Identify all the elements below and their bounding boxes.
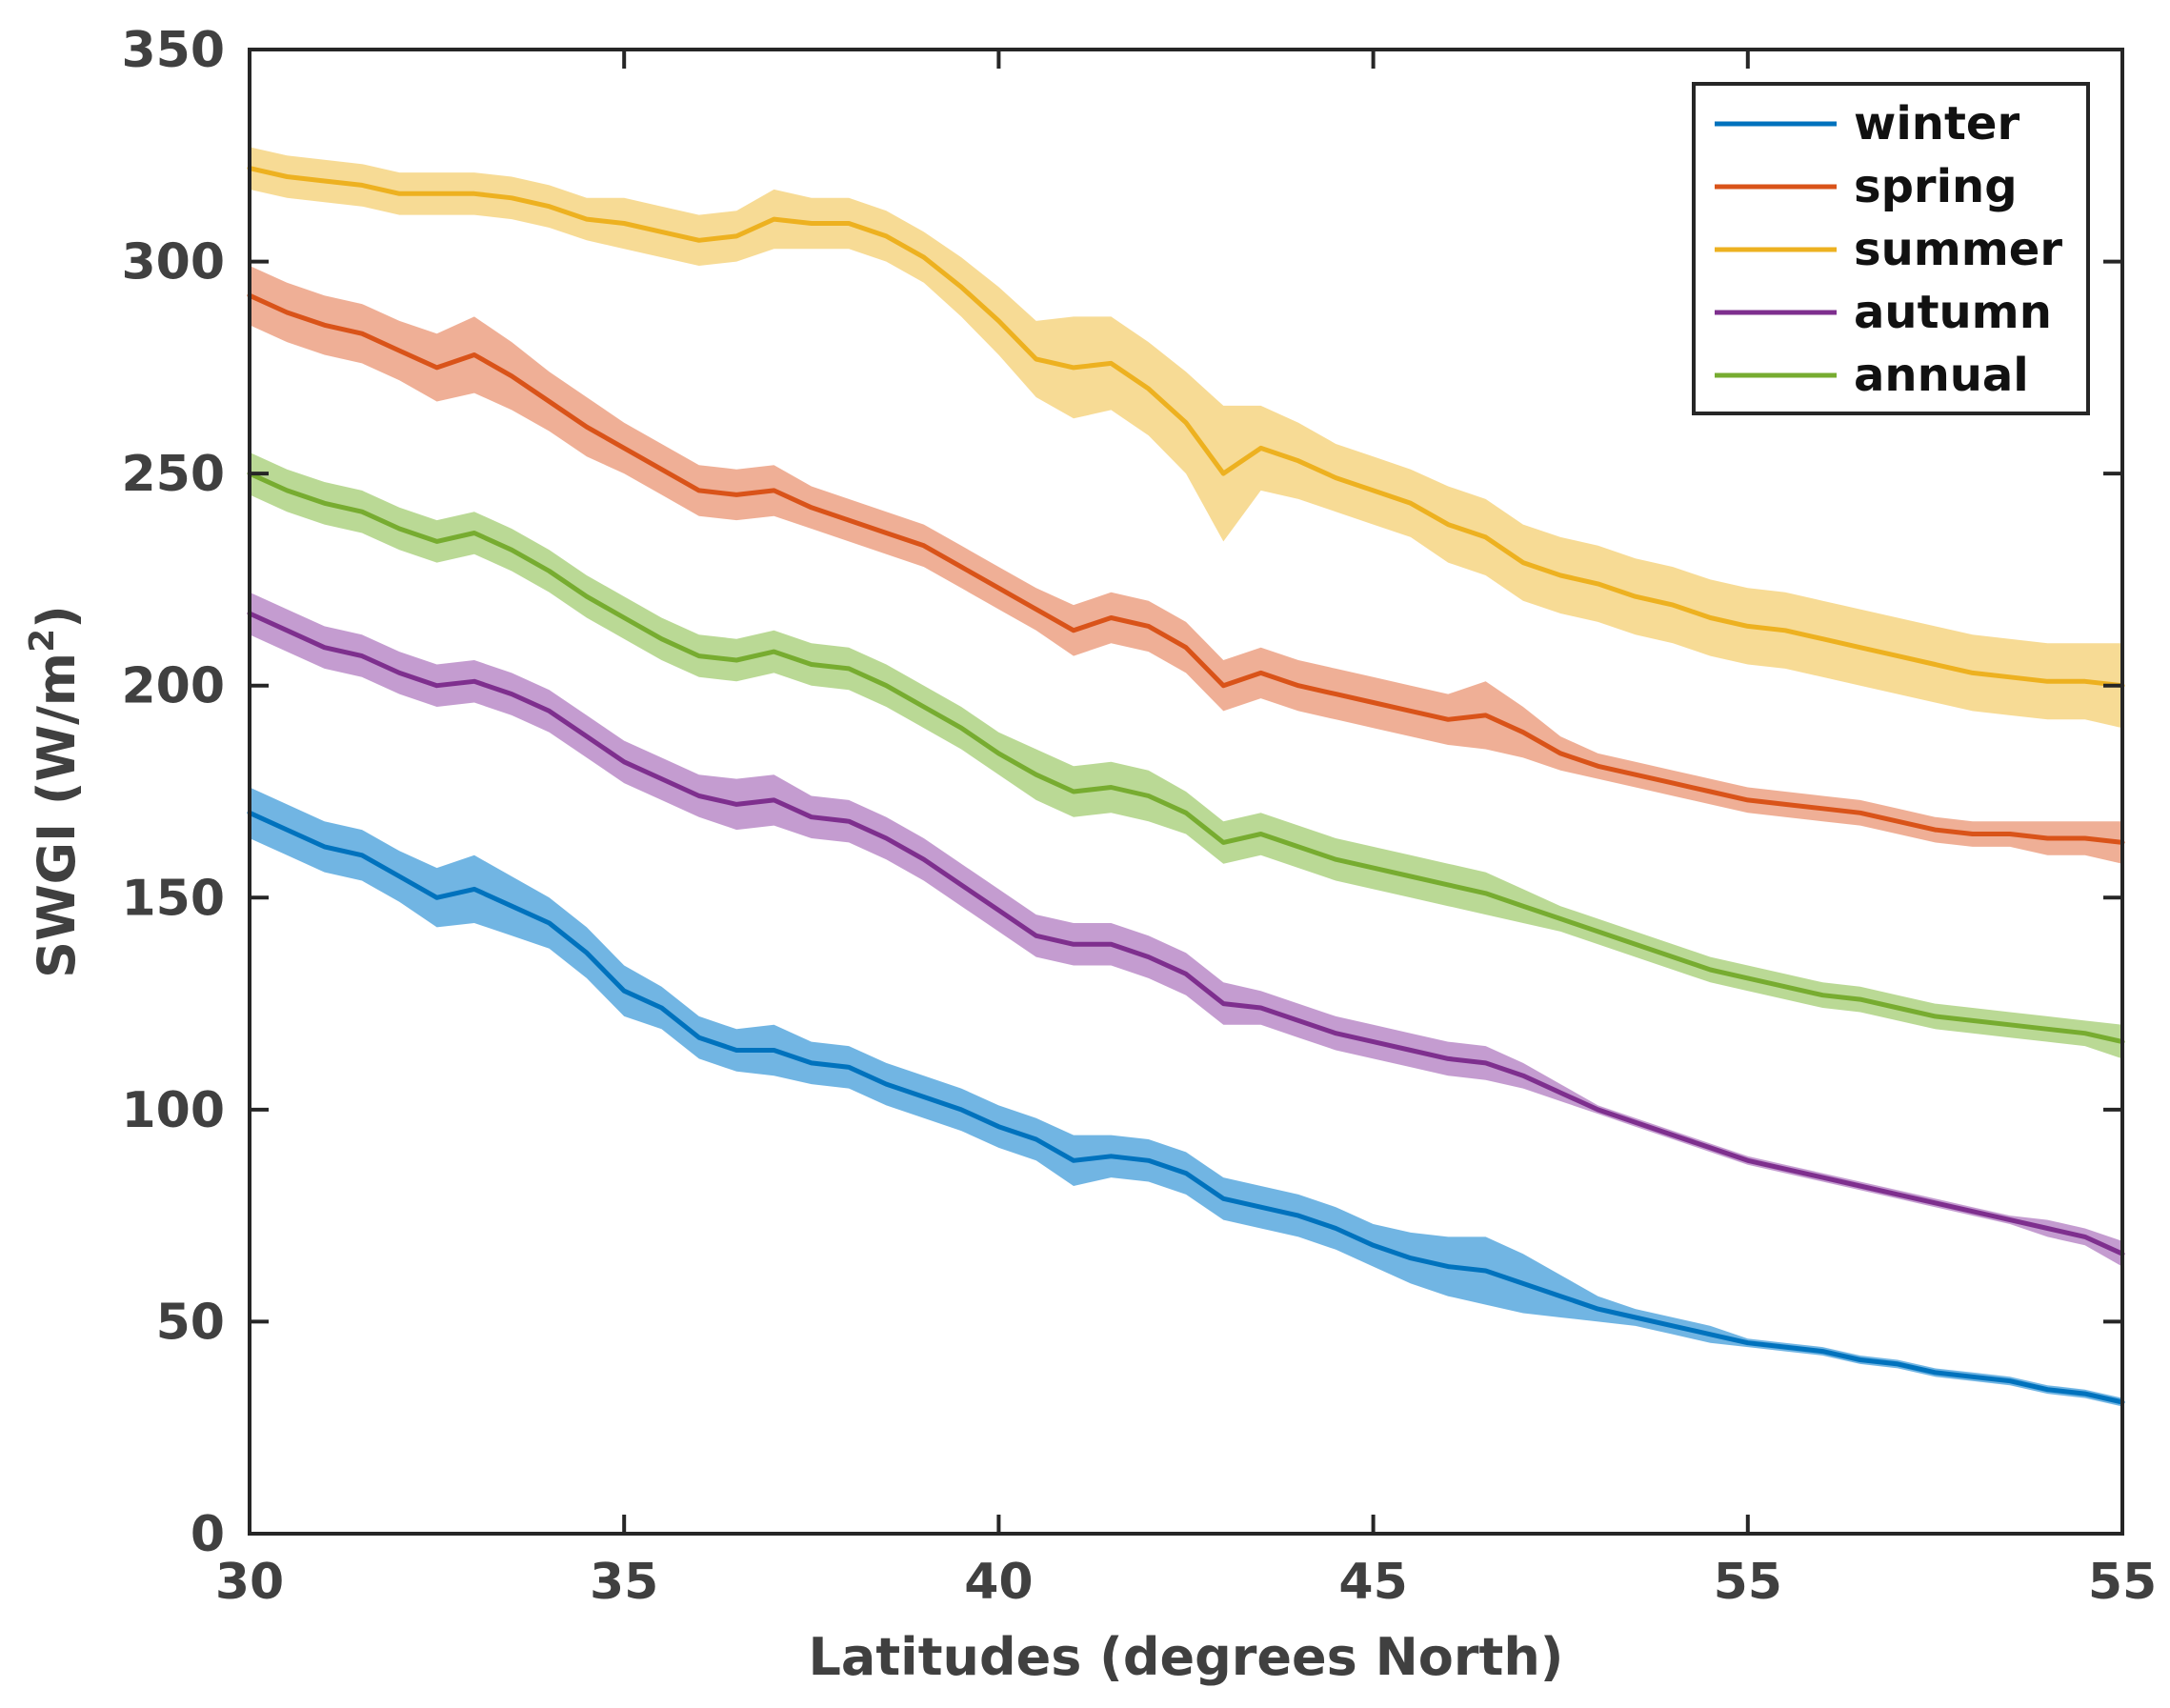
tick-labels: 30 35 40 45 55 55 0 50 100 150 200 250 300 350	[121, 22, 2157, 1611]
series-line-summer	[247, 166, 2125, 689]
y-tick-label: 250	[121, 446, 225, 503]
x-tick-label: 30	[215, 1554, 284, 1611]
y-axis-title-main: SWGI (W/m	[27, 653, 87, 978]
series-line-spring	[247, 292, 2125, 845]
y-tick-label: 200	[121, 658, 225, 715]
y-tick-label: 150	[121, 870, 225, 927]
x-tick-label: 35	[590, 1554, 658, 1611]
y-axis-title: SWGI (W/m2)	[23, 605, 87, 978]
legend-items: winter spring summer autumn annual	[1715, 97, 2062, 402]
legend-item-summer: summer	[1715, 223, 2062, 276]
legend-label: spring	[1854, 160, 2018, 213]
legend-label: annual	[1854, 349, 2029, 402]
series-lines	[247, 166, 2125, 1405]
legend-label: winter	[1854, 97, 2019, 151]
series-line-annual	[247, 471, 2125, 1045]
legend-item-annual: annual	[1715, 349, 2029, 402]
series-line-winter	[247, 810, 2125, 1405]
band-summer	[250, 147, 2122, 729]
plot-frame	[248, 48, 2124, 1536]
x-tick-label: 40	[964, 1554, 1033, 1611]
legend: winter spring summer autumn annual	[1692, 82, 2090, 415]
x-tick-label: 55	[2088, 1554, 2157, 1611]
legend-item-winter: winter	[1715, 97, 2019, 151]
x-axis-title: Latitudes (degrees North)	[809, 1627, 1564, 1687]
y-axis-title-suffix: )	[27, 605, 87, 629]
legend-label: autumn	[1854, 286, 2052, 339]
y-axis-title-superscript: 2	[23, 629, 62, 653]
band-autumn	[250, 592, 2122, 1267]
y-tick-label: 350	[121, 22, 225, 79]
legend-item-spring: spring	[1715, 160, 2018, 213]
legend-label: summer	[1854, 223, 2062, 276]
y-tick-label: 100	[121, 1082, 225, 1139]
series-line-autumn	[247, 611, 2125, 1256]
y-tick-label: 50	[156, 1294, 225, 1351]
y-tick-label: 300	[121, 234, 225, 291]
axis-ticks	[248, 48, 2124, 1536]
x-tick-label: 45	[1338, 1554, 1407, 1611]
uncertainty-bands	[250, 147, 2122, 1407]
legend-item-autumn: autumn	[1715, 286, 2052, 339]
x-tick-label: 55	[1714, 1554, 1782, 1611]
y-tick-label: 0	[191, 1506, 225, 1563]
